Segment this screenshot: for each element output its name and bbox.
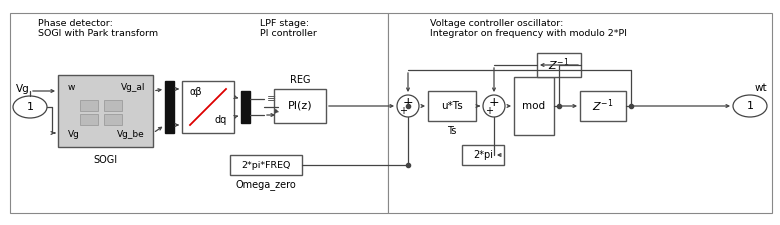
Bar	[514, 77, 554, 135]
Bar	[537, 53, 581, 77]
Text: ≡: ≡	[267, 94, 276, 104]
Bar	[428, 91, 476, 121]
Bar	[462, 145, 504, 165]
Text: +: +	[485, 106, 493, 116]
Text: w: w	[68, 83, 76, 92]
Text: u*Ts: u*Ts	[441, 101, 463, 111]
Bar	[58, 75, 153, 147]
Bar	[182, 81, 234, 133]
Text: 2*pi*FREQ: 2*pi*FREQ	[241, 160, 291, 169]
Text: Omega_zero: Omega_zero	[236, 179, 296, 190]
Bar	[580, 91, 626, 121]
Bar	[165, 81, 174, 133]
Text: $Z^{-1}$: $Z^{-1}$	[548, 57, 569, 73]
Text: Voltage controller oscillator:
Integrator on frequency with modulo 2*PI: Voltage controller oscillator: Integrato…	[430, 19, 627, 38]
Circle shape	[397, 95, 419, 117]
Text: Vg: Vg	[68, 130, 80, 139]
Text: wt: wt	[755, 83, 768, 93]
Bar	[241, 91, 250, 123]
Bar	[104, 114, 122, 125]
Text: 2*pi: 2*pi	[473, 150, 493, 160]
Ellipse shape	[13, 96, 47, 118]
Circle shape	[483, 95, 505, 117]
Text: +: +	[489, 97, 499, 110]
Text: +: +	[399, 106, 407, 116]
Text: PI(z): PI(z)	[288, 101, 312, 111]
Ellipse shape	[733, 95, 767, 117]
Text: Vg_be: Vg_be	[117, 130, 145, 139]
Bar	[274, 89, 326, 123]
Text: $Z^{-1}$: $Z^{-1}$	[592, 98, 614, 114]
Bar	[388, 13, 772, 213]
Text: αβ: αβ	[189, 87, 201, 97]
Text: +: +	[402, 97, 413, 110]
Text: Vg: Vg	[16, 84, 30, 94]
Text: LPF stage:
PI controller: LPF stage: PI controller	[260, 19, 317, 38]
Text: 1: 1	[27, 102, 34, 112]
Text: Ts: Ts	[447, 126, 456, 136]
Text: mod: mod	[523, 101, 545, 111]
Bar	[104, 100, 122, 111]
Text: Phase detector:
SOGI with Park transform: Phase detector: SOGI with Park transform	[38, 19, 158, 38]
Text: SOGI: SOGI	[93, 155, 117, 165]
Bar	[10, 13, 388, 213]
Text: 1: 1	[746, 101, 753, 111]
Bar	[80, 100, 98, 111]
Bar	[80, 114, 98, 125]
Text: REG: REG	[289, 75, 310, 85]
Text: Vg_al: Vg_al	[120, 83, 145, 92]
Bar	[230, 155, 302, 175]
Text: dq: dq	[215, 115, 227, 125]
